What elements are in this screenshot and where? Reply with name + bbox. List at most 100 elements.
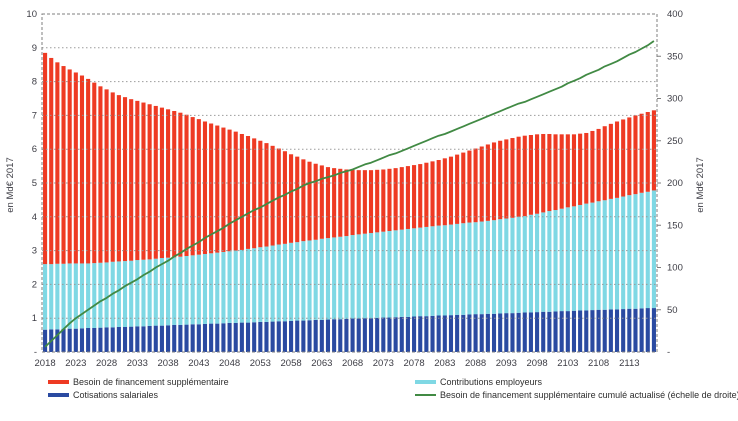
bar-contributions (43, 264, 48, 330)
bar-besoin (104, 89, 109, 263)
bar-cotisations (541, 311, 546, 352)
bar-besoin (92, 82, 97, 264)
bar-cotisations (43, 329, 48, 352)
bar-besoin (614, 121, 620, 198)
bar-contributions (393, 230, 398, 318)
bar-cotisations (202, 323, 208, 352)
bar-contributions (387, 230, 392, 318)
bar-contributions (282, 243, 287, 322)
bar-contributions (135, 260, 140, 327)
bar-cotisations (578, 310, 583, 352)
legend-label: Besoin de financement supplémentaire (73, 377, 229, 387)
bar-contributions (381, 231, 386, 318)
svg-text:-: - (34, 347, 37, 358)
bar-cotisations (289, 320, 294, 352)
bar-cotisations (239, 322, 244, 352)
bar-besoin (344, 169, 349, 237)
bar-cotisations (282, 321, 287, 352)
svg-text:2103: 2103 (557, 358, 578, 369)
bar-besoin (202, 121, 208, 254)
legend-item-cumule-actualise: Besoin de financement supplémentaire cum… (415, 390, 738, 400)
bar-cotisations (436, 315, 441, 352)
bar-cotisations (135, 326, 140, 352)
bar-besoin (405, 166, 410, 229)
bar-contributions (578, 204, 583, 311)
bar-besoin (166, 109, 171, 258)
bar-contributions (584, 203, 589, 311)
bar-contributions (276, 244, 281, 322)
bar-cotisations (344, 318, 349, 352)
bar-contributions (141, 259, 146, 327)
bar-besoin (332, 168, 337, 238)
bar-cotisations (430, 315, 435, 352)
bar-besoin (596, 128, 601, 202)
bar-besoin (565, 134, 570, 208)
bar-besoin (590, 130, 595, 203)
bar-besoin (55, 62, 60, 264)
bar-cotisations (319, 319, 324, 352)
bar-contributions (485, 220, 490, 314)
bar-contributions (319, 238, 324, 320)
bar-contributions (55, 263, 60, 330)
bar-cotisations (61, 329, 66, 352)
bar-cotisations (86, 328, 91, 352)
bar-besoin (436, 160, 441, 226)
bar-contributions (571, 206, 577, 311)
bar-cotisations (227, 322, 232, 352)
svg-text:-: - (667, 347, 670, 358)
bar-contributions (301, 241, 306, 321)
bar-cotisations (368, 318, 374, 352)
bar-besoin (122, 97, 128, 262)
bar-contributions (178, 256, 183, 325)
bar-contributions (418, 227, 423, 317)
bar-contributions (424, 226, 429, 317)
bar-contributions (448, 224, 454, 316)
svg-text:2058: 2058 (281, 358, 302, 369)
bar-contributions (289, 242, 294, 321)
bar-cotisations (559, 311, 564, 352)
bar-contributions (307, 240, 312, 321)
svg-text:100: 100 (667, 263, 683, 274)
gridlines (42, 47, 657, 319)
bar-contributions (498, 219, 503, 314)
bar-besoin (627, 117, 632, 196)
bar-cotisations (627, 308, 632, 352)
bar-contributions (491, 220, 497, 314)
bar-contributions (202, 253, 208, 324)
bar-besoin (227, 129, 232, 252)
bar-cotisations (92, 328, 97, 352)
right-axis-title: en Md€ 2017 (695, 157, 706, 213)
bar-contributions (362, 233, 367, 319)
svg-text:2098: 2098 (527, 358, 548, 369)
bar-contributions (516, 216, 521, 313)
bar-besoin (79, 75, 85, 264)
svg-text:2033: 2033 (127, 358, 148, 369)
bar-contributions (375, 232, 380, 318)
bar-besoin (295, 156, 300, 243)
bar-besoin (258, 140, 263, 248)
legend-swatch-red (48, 380, 69, 384)
svg-text:250: 250 (667, 136, 683, 147)
svg-text:7: 7 (32, 110, 37, 121)
bar-contributions (436, 225, 441, 316)
x-axis-labels: 2018 2023 2028 2033 2038 2043 2048 2053 2058 2063… (35, 358, 640, 369)
bar-contributions (541, 212, 546, 312)
bar-contributions (442, 225, 447, 316)
bar-besoin (393, 168, 398, 231)
bar-contributions (473, 222, 478, 315)
bar-besoin (608, 123, 613, 199)
bar-besoin (621, 119, 626, 197)
bar-besoin (221, 127, 226, 252)
svg-text:5: 5 (32, 178, 37, 189)
svg-text:4: 4 (32, 212, 37, 223)
bar-contributions (399, 229, 404, 317)
svg-text:9: 9 (32, 43, 37, 54)
bar-besoin (528, 135, 533, 215)
bar-besoin (307, 161, 312, 241)
legend-swatch-cyan (415, 380, 436, 384)
cumulative-line (44, 40, 655, 348)
bar-cotisations (399, 316, 404, 352)
bar-besoin (553, 134, 558, 211)
bar-cotisations (467, 314, 472, 352)
bar-cotisations (313, 319, 318, 352)
